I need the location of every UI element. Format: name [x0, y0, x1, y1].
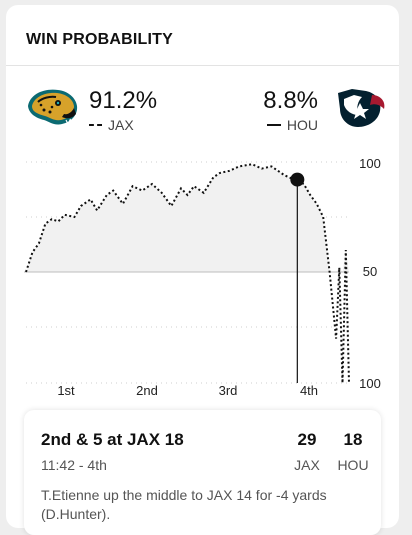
home-win-percent: 8.8% [263, 87, 318, 114]
play-description: T.Etienne up the middle to JAX 14 for -4… [41, 487, 327, 522]
home-score-abbr: HOU [337, 457, 369, 473]
y-tick-top: 100 [359, 156, 381, 171]
x-tick-3rd: 3rd [219, 383, 238, 395]
away-score: 29 [297, 430, 317, 449]
game-clock: 11:42 - 4th [41, 457, 107, 473]
home-legend: HOU [266, 117, 318, 133]
texans-bull-logo-icon [332, 85, 388, 131]
down-distance: 2nd & 5 at JAX 18 [41, 430, 184, 449]
widget-title: WIN PROBABILITY [26, 31, 173, 48]
away-legend: JAX [89, 117, 134, 133]
away-win-percent: 91.2% [89, 87, 158, 114]
y-tick-mid: 50 [363, 264, 377, 279]
x-tick-4th: 4th [300, 383, 318, 395]
current-play-card[interactable]: 2nd & 5 at JAX 18 11:42 - 4th 29 18 JAX … [24, 410, 381, 535]
home-score: 18 [343, 430, 363, 449]
jax-win-line [25, 163, 350, 384]
away-score-abbr: JAX [294, 457, 320, 473]
solid-line-marker [266, 124, 281, 126]
current-play-marker-dot[interactable] [290, 172, 305, 187]
x-tick-2nd: 2nd [136, 383, 158, 395]
win-probability-card: WIN PROBABILITY 91.2% JAX 8.8% HOU [6, 5, 399, 535]
jaguar-logo-icon [24, 84, 80, 130]
jax-area-fill [26, 164, 349, 272]
title-divider [6, 65, 399, 66]
y-tick-bottom: 100 [359, 376, 381, 391]
x-tick-1st: 1st [57, 383, 75, 395]
home-abbr: HOU [286, 117, 318, 133]
away-abbr: JAX [108, 117, 134, 133]
win-probability-chart[interactable]: 100 50 100 1st 2nd 3rd 4th [6, 145, 399, 395]
dotted-line-marker [89, 124, 102, 126]
